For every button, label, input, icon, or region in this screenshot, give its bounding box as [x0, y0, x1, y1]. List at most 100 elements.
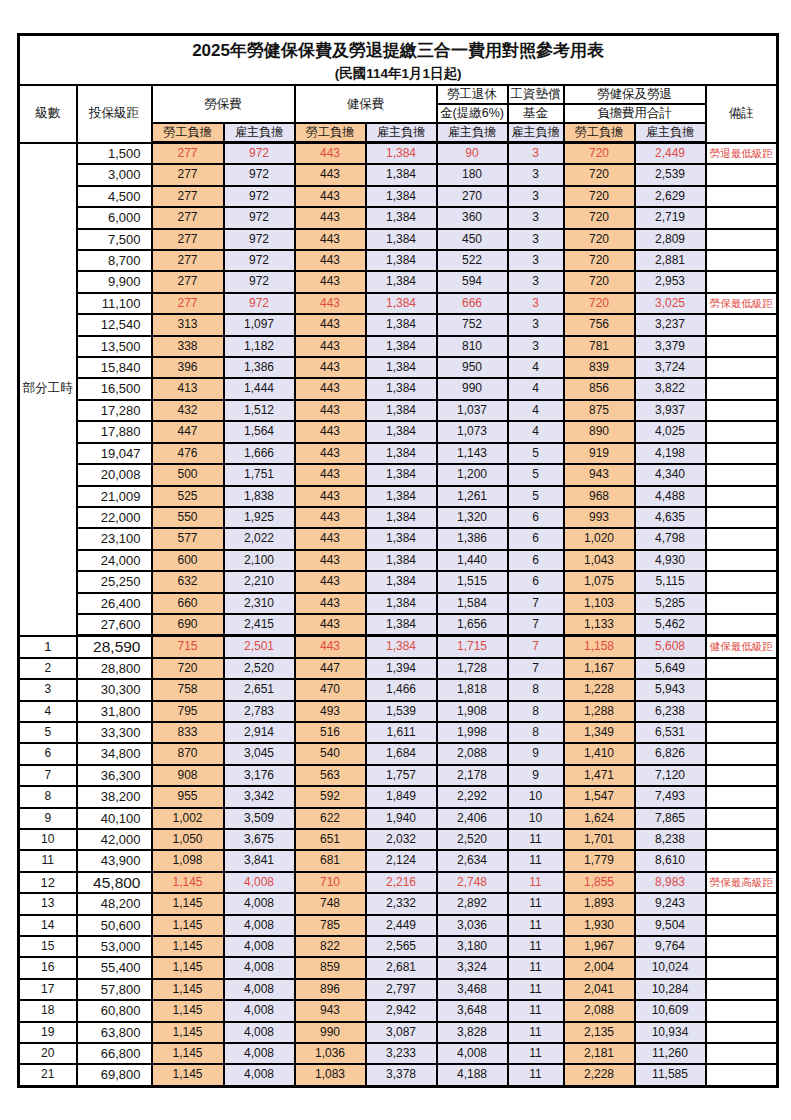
bracket-cell: 60,800: [77, 1000, 152, 1021]
value-cell: 4,930: [635, 550, 706, 571]
bracket-cell: 15,840: [77, 357, 152, 378]
level-cell: 4: [19, 701, 77, 722]
bracket-cell: 11,100: [77, 293, 152, 314]
value-cell: 1,384: [366, 357, 437, 378]
value-cell: 2,953: [635, 271, 706, 292]
sheet: 2025年勞健保保費及勞退提繳三合一費用對照參考用表 (民國114年1月1日起)…: [0, 0, 791, 1088]
value-cell: 2,881: [635, 250, 706, 271]
value-cell: 3: [508, 336, 564, 357]
value-cell: 396: [152, 357, 224, 378]
table-row: 1348,2001,1454,0087482,3322,892111,8939,…: [19, 893, 778, 914]
value-cell: 720: [564, 207, 635, 228]
value-cell: 4,008: [224, 1064, 295, 1086]
table-row: 8,7002779724431,38452237202,881: [19, 250, 778, 271]
col-header-health-insurance: 健保費: [295, 85, 437, 123]
value-cell: 443: [295, 229, 366, 250]
value-cell: 1,512: [224, 400, 295, 421]
note-cell: [706, 528, 778, 549]
value-cell: 1,145: [152, 1064, 224, 1086]
value-cell: 1,967: [564, 936, 635, 957]
value-cell: 11,260: [635, 1043, 706, 1064]
col-header-wage-fund-line2: 基金: [508, 104, 564, 123]
value-cell: 1,098: [152, 850, 224, 871]
value-cell: 3,828: [437, 1022, 508, 1043]
value-cell: 594: [437, 271, 508, 292]
value-cell: 3,025: [635, 293, 706, 314]
value-cell: 338: [152, 336, 224, 357]
value-cell: 10,934: [635, 1022, 706, 1043]
value-cell: 3: [508, 293, 564, 314]
value-cell: 11: [508, 936, 564, 957]
level-cell: 11: [19, 850, 77, 871]
value-cell: 870: [152, 743, 224, 764]
value-cell: 2,292: [437, 786, 508, 807]
value-cell: 875: [564, 400, 635, 421]
bracket-cell: 36,300: [77, 765, 152, 786]
value-cell: 11: [508, 1000, 564, 1021]
value-cell: 9,243: [635, 893, 706, 914]
value-cell: 622: [295, 808, 366, 829]
value-cell: 2,310: [224, 593, 295, 614]
value-cell: 1,384: [366, 636, 437, 658]
table-row: 1143,9001,0983,8416812,1242,634111,7798,…: [19, 850, 778, 871]
note-cell: 健保最低級距: [706, 636, 778, 658]
value-cell: 4,340: [635, 464, 706, 485]
bracket-cell: 24,000: [77, 550, 152, 571]
bracket-cell: 42,000: [77, 829, 152, 850]
value-cell: 1,779: [564, 850, 635, 871]
note-cell: [706, 421, 778, 442]
value-cell: 443: [295, 593, 366, 614]
value-cell: 785: [295, 915, 366, 936]
table-row: 4,5002779724431,38427037202,629: [19, 186, 778, 207]
value-cell: 7: [508, 658, 564, 679]
bracket-cell: 50,600: [77, 915, 152, 936]
value-cell: 2,565: [366, 936, 437, 957]
value-cell: 1,228: [564, 679, 635, 700]
note-cell: [706, 1000, 778, 1021]
title-row: 2025年勞健保保費及勞退提繳三合一費用對照參考用表 (民國114年1月1日起): [19, 35, 778, 86]
value-cell: 2,088: [564, 1000, 635, 1021]
value-cell: 1,075: [564, 571, 635, 592]
table-row: 20,0085001,7514431,3841,20059434,340: [19, 464, 778, 485]
value-cell: 2,041: [564, 979, 635, 1000]
value-cell: 2,449: [635, 143, 706, 165]
value-cell: 1,384: [366, 143, 437, 165]
value-cell: 1,384: [366, 293, 437, 314]
value-cell: 3,509: [224, 808, 295, 829]
bracket-cell: 9,900: [77, 271, 152, 292]
value-cell: 3,233: [366, 1043, 437, 1064]
value-cell: 10: [508, 786, 564, 807]
table-subtitle: (民國114年1月1日起): [20, 64, 776, 83]
note-cell: [706, 765, 778, 786]
value-cell: 11: [508, 1064, 564, 1086]
value-cell: 5: [508, 464, 564, 485]
value-cell: 11: [508, 829, 564, 850]
level-cell: 20: [19, 1043, 77, 1064]
part-time-merged-cell: 部分工時: [19, 143, 77, 636]
header-row-groups-1: 級數 投保級距 勞保費 健保費 勞工退休 工資墊償 勞健保及勞退 備註: [19, 85, 778, 104]
value-cell: 1,384: [366, 464, 437, 485]
value-cell: 839: [564, 357, 635, 378]
table-row: 17,2804321,5124431,3841,03748753,937: [19, 400, 778, 421]
table-row: 838,2009553,3425921,8492,292101,5477,493: [19, 786, 778, 807]
value-cell: 666: [437, 293, 508, 314]
value-cell: 3: [508, 164, 564, 185]
note-cell: [706, 658, 778, 679]
value-cell: 277: [152, 186, 224, 207]
value-cell: 10: [508, 808, 564, 829]
table-row: 15,8403961,3864431,38495048393,724: [19, 357, 778, 378]
value-cell: 720: [564, 271, 635, 292]
level-cell: 5: [19, 722, 77, 743]
value-cell: 3,237: [635, 314, 706, 335]
value-cell: 3,648: [437, 1000, 508, 1021]
table-row: 1042,0001,0503,6756512,0322,520111,7018,…: [19, 829, 778, 850]
value-cell: 943: [295, 1000, 366, 1021]
col-header-labor-insurance: 勞保費: [152, 85, 295, 123]
table-row: 1655,4001,1454,0088592,6813,324112,00410…: [19, 957, 778, 978]
value-cell: 5,608: [635, 636, 706, 658]
value-cell: 1,410: [564, 743, 635, 764]
value-cell: 856: [564, 378, 635, 399]
value-cell: 1,002: [152, 808, 224, 829]
value-cell: 8: [508, 701, 564, 722]
value-cell: 795: [152, 701, 224, 722]
